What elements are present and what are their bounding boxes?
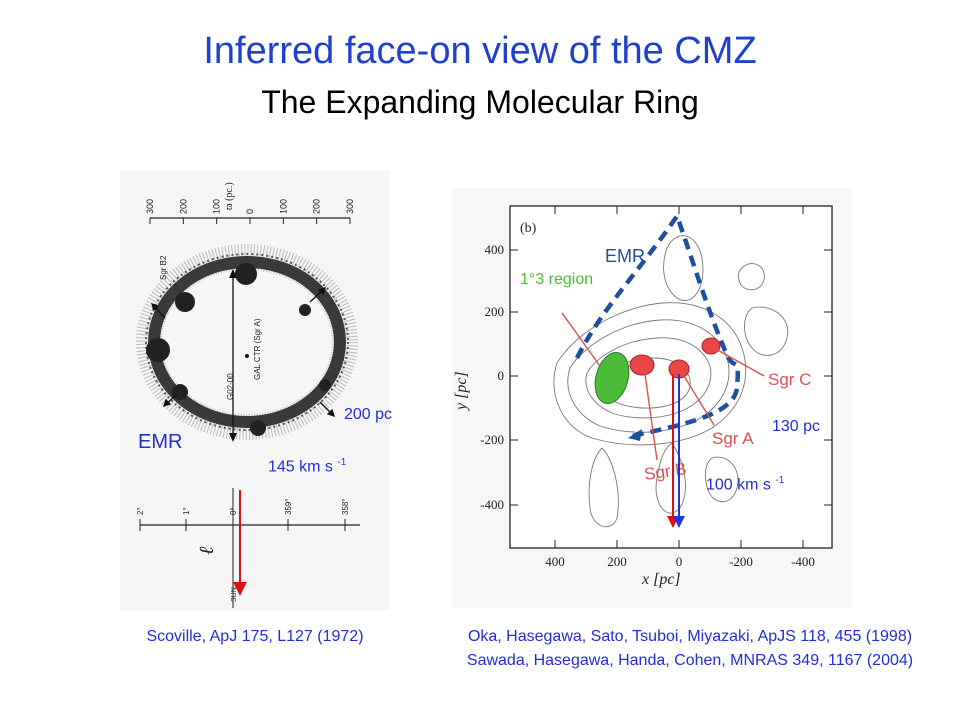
top-tick-label: 300 [345,199,355,214]
emr-dashed-loop [574,211,741,439]
sgr-b-marker [629,354,655,376]
figure-background [120,170,390,610]
top-tick-label: 0 [245,209,255,214]
gal-ctr-label: GAL CTR (Sgr A) [253,318,262,380]
plot-frame [509,205,833,549]
y-tick-label: -200 [480,432,504,447]
ring-clump [175,292,195,312]
longitude-tick-label: 358° [341,498,350,515]
top-tick-label: 100 [278,199,288,214]
y-tick-label: 400 [485,242,505,257]
top-tick-label: 100 [212,199,222,214]
right-velocity-label: 100 km s -1 [706,475,784,494]
slide-subtitle: The Expanding Molecular Ring [261,84,699,120]
sun-label: SUN [231,587,238,602]
longitude-tick-label: 1° [182,507,191,515]
ring-velocity-arrows [150,286,336,418]
panel-label: (b) [520,221,537,236]
g02-label: G02-00 [226,373,235,400]
x-tick-label: 400 [545,554,565,569]
y-tick-label: -400 [480,497,504,512]
left-velocity-label: 145 km s -1 [268,457,346,476]
marker-pointer-lines [561,312,765,461]
ring-clump [319,379,331,391]
ring-clump [250,420,266,436]
y-tick-label: 200 [485,304,505,319]
velocity-arrowhead-red [233,582,247,596]
x-axis-title: x [pc] [641,571,681,588]
radius-arrowhead [229,269,237,278]
sgr-c-map-label: Sgr C [768,370,811,389]
velocity-exponent: -1 [775,475,785,486]
slide-title: Inferred face-on view of the CMZ [203,30,757,72]
top-axis-title: ϖ (pc.) [224,182,235,210]
left-reference: Scoville, ApJ 175, L127 (1972) [146,628,364,645]
velocity-exponent: -1 [337,457,347,468]
longitude-tick-label: 2° [136,507,145,515]
y-tick-label: 0 [498,368,505,383]
ring-clump [299,304,311,316]
x-tick-label: 0 [676,554,683,569]
emr-map-label: EMR [605,246,645,266]
longitude-tick-label: 359° [284,498,293,515]
sgr-a-map-label: Sgr A [712,429,754,448]
top-tick-label: 300 [145,199,155,214]
right-radius-label: 130 pc [772,418,821,435]
x-tick-label: 200 [607,554,627,569]
emr-arrowhead [628,429,642,441]
left-emr-label: EMR [138,431,183,453]
y-axis-title: y [pc] [453,371,470,412]
ring-clump [146,338,170,362]
face-on-map-figure: 400 200 0 -200 -400 400 200 0 -200 -400 (b) EMR 1… [452,188,852,608]
right-reference-1: Oka, Hasegawa, Sato, Tsuboi, Miyazaki, A… [467,628,913,645]
map-axis-ticks: 400 200 0 -200 -400 400 200 0 -200 -400 [480,206,832,569]
top-tick-label: 200 [312,199,322,214]
ring-clump [172,384,188,400]
velocity-value: 100 km s [706,476,771,494]
radius-arrowhead [229,433,237,442]
scoville-ring-figure: 300 200 100 0 100 200 300 ϖ (pc.) G02-00 GAL C… [120,170,390,610]
x-tick-label: -400 [791,554,815,569]
ring-clump [235,263,257,285]
top-scale-ticks: 300 200 100 0 100 200 300 [145,199,355,224]
galactic-center-marker [245,354,249,358]
longitude-symbol: ℓ [196,546,218,555]
sgr-b2-label: Sgr B2 [159,255,168,280]
molecular-ring [136,244,358,440]
x-tick-label: -200 [729,554,753,569]
region-1-3-marker [594,352,630,404]
sgr-c-marker [701,337,721,355]
top-tick-label: 200 [178,199,188,214]
co-contours [553,235,789,528]
left-radius-label: 200 pc [344,406,393,423]
velocity-value: 145 km s [268,458,333,476]
velocity-arrowhead-blue [673,516,685,528]
region-map-label: 1°3 region [520,271,593,288]
right-reference-2: Sawada, Hasegawa, Handa, Cohen, MNRAS 34… [466,652,914,669]
